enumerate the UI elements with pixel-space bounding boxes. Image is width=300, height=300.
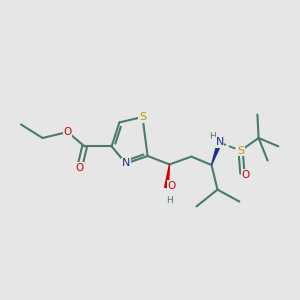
Text: S: S <box>139 112 146 122</box>
Polygon shape <box>212 142 222 165</box>
Text: S: S <box>237 146 244 156</box>
Text: O: O <box>168 181 176 191</box>
Text: H: H <box>166 196 173 205</box>
Text: N: N <box>122 158 130 169</box>
Text: O: O <box>63 127 72 137</box>
Text: H: H <box>210 132 216 141</box>
Text: N: N <box>215 137 224 148</box>
Text: O: O <box>75 163 84 173</box>
Polygon shape <box>165 164 170 188</box>
Text: O: O <box>242 170 250 180</box>
